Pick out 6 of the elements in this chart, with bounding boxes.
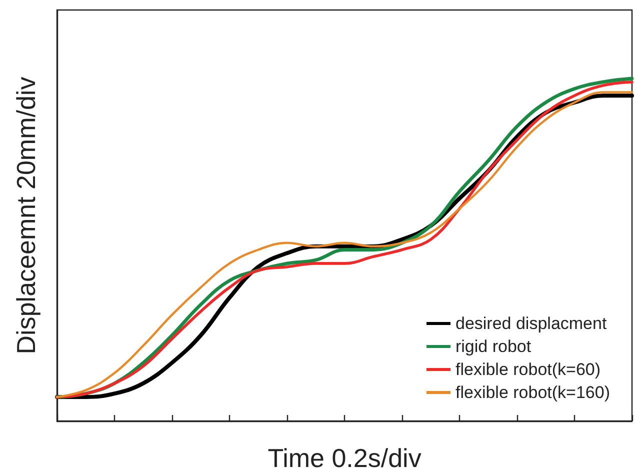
legend-label: rigid robot <box>456 337 532 356</box>
legend-label: desired displacment <box>456 314 607 333</box>
legend-label: flexible robot(k=160) <box>456 383 610 402</box>
y-axis-title: Displaceemnt 20mm/div <box>11 76 41 354</box>
legend-label: flexible robot(k=60) <box>456 360 601 379</box>
x-axis-title: Time 0.2s/div <box>268 443 422 473</box>
